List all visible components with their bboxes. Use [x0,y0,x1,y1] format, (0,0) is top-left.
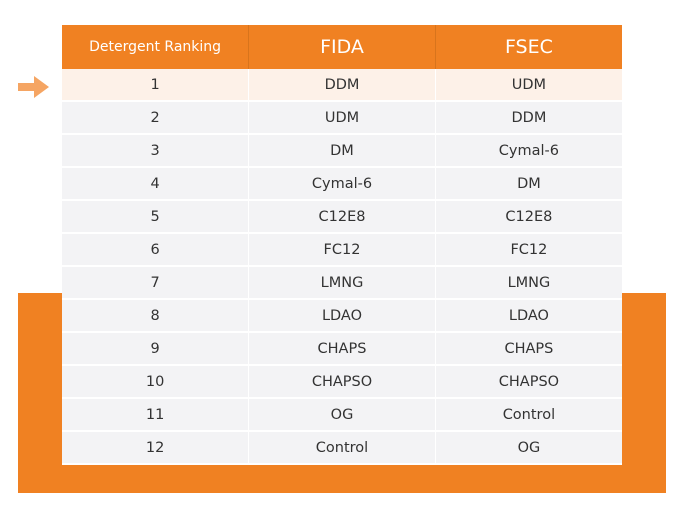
table-row: 11 OG Control [62,398,622,432]
rank-cell: 10 [62,365,250,399]
fsec-cell: LMNG [435,266,622,300]
rank-cell: 8 [62,299,250,333]
table-row: 3 DM Cymal-6 [62,134,622,168]
header-fida: FIDA [248,25,436,69]
fsec-cell: CHAPSO [435,365,622,399]
table-row: 12 Control OG [62,431,622,465]
fida-cell: DDM [248,69,436,102]
table-row: 10 CHAPSO CHAPSO [62,365,622,399]
fsec-cell: DDM [435,101,622,135]
fsec-cell: C12E8 [435,200,622,234]
detergent-ranking-table: Detergent Ranking FIDA FSEC 1 DDM UDM 2 UDM D… [62,25,622,465]
fida-cell: UDM [248,101,436,135]
fida-cell: C12E8 [248,200,436,234]
fsec-cell: Cymal-6 [435,134,622,168]
rank-cell: 12 [62,431,250,465]
fida-cell: DM [248,134,436,168]
table-row: 8 LDAO LDAO [62,299,622,333]
fida-cell: CHAPSO [248,365,436,399]
table-header-row: Detergent Ranking FIDA FSEC [62,25,622,69]
fsec-cell: DM [435,167,622,201]
header-fsec: FSEC [435,25,622,69]
fsec-cell: FC12 [435,233,622,267]
fida-cell: CHAPS [248,332,436,366]
fida-cell: FC12 [248,233,436,267]
fida-cell: LDAO [248,299,436,333]
fida-cell: Cymal-6 [248,167,436,201]
rank-cell: 2 [62,101,250,135]
rank-cell: 11 [62,398,250,432]
fida-cell: LMNG [248,266,436,300]
table-row: 4 Cymal-6 DM [62,167,622,201]
fsec-cell: CHAPS [435,332,622,366]
table-row: 1 DDM UDM [62,69,622,102]
fida-cell: Control [248,431,436,465]
rank-cell: 5 [62,200,250,234]
fsec-cell: OG [435,431,622,465]
table-row: 9 CHAPS CHAPS [62,332,622,366]
rank-cell: 9 [62,332,250,366]
rank-cell: 1 [62,69,250,102]
rank-cell: 6 [62,233,250,267]
rank-cell: 4 [62,167,250,201]
fsec-cell: UDM [435,69,622,102]
table-row: 7 LMNG LMNG [62,266,622,300]
arrow-right-icon [18,76,49,98]
fsec-cell: LDAO [435,299,622,333]
table-row: 5 C12E8 C12E8 [62,200,622,234]
fsec-cell: Control [435,398,622,432]
table-body: 1 DDM UDM 2 UDM DDM 3 DM Cymal-6 4 Cymal-6 DM 5 C12E8… [62,69,622,465]
rank-cell: 7 [62,266,250,300]
rank-cell: 3 [62,134,250,168]
table-row: 6 FC12 FC12 [62,233,622,267]
fida-cell: OG [248,398,436,432]
header-detergent-ranking: Detergent Ranking [62,25,250,69]
table-row: 2 UDM DDM [62,101,622,135]
